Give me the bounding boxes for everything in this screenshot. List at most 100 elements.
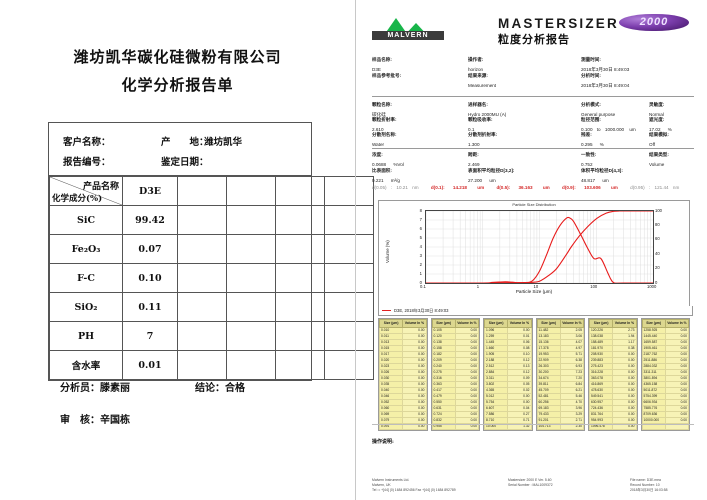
empty-cell bbox=[177, 205, 227, 235]
operator-label: 操作者: bbox=[468, 57, 484, 62]
col-header-size: Size (μm) bbox=[378, 319, 404, 328]
d43-field: 体积平均粒径D[4,3]: 48.817 um bbox=[581, 168, 623, 183]
percentile-line: d(0.05) : 10.21 nm d(0.1): 14.218 um d(0… bbox=[372, 185, 680, 190]
d05-unit: um bbox=[542, 185, 550, 190]
col-header-volume: Volume In % bbox=[402, 319, 427, 328]
table-row: SiO₂ 0.11 bbox=[49, 292, 374, 322]
diagonal-divider-icon bbox=[50, 177, 122, 205]
analyte-name: PH bbox=[49, 321, 123, 351]
obscuration-value: 17.02 bbox=[649, 127, 661, 132]
empty-cell bbox=[275, 292, 325, 322]
corner-cell: 产品名称 化学成分(%) bbox=[49, 176, 123, 206]
dispersant-name-field: 分散剂名称: Water bbox=[372, 132, 397, 147]
chart-ytick-right: 20 bbox=[655, 265, 660, 271]
d095-value: 121.44 bbox=[654, 185, 669, 190]
sample-name-label: 样品名称: bbox=[372, 57, 392, 62]
analysis-time-label: 分析时间: bbox=[581, 73, 601, 78]
obscuration-values: 17.02 % bbox=[649, 127, 672, 132]
analysis-model-label: 分析模式: bbox=[581, 102, 601, 107]
dispersant-ri-value: 1.300 bbox=[468, 142, 480, 147]
analyte-name: F-C bbox=[49, 263, 123, 293]
operation-note-label: 操作说明: bbox=[372, 439, 394, 445]
chart-curves bbox=[426, 211, 653, 283]
particle-ri-value: 2.610 bbox=[372, 127, 384, 132]
obscuration-field: 遮光度: 17.02 % bbox=[649, 117, 672, 132]
chart-ytick-left: 8 bbox=[419, 207, 422, 213]
chart-ytick-right: 0 bbox=[655, 279, 658, 285]
particle-absorption-label: 颗粒吸收率: bbox=[468, 117, 493, 122]
empty-cell bbox=[226, 350, 276, 380]
d32-unit: um bbox=[489, 178, 496, 183]
table-row: F-C 0.10 bbox=[49, 263, 374, 293]
empty-cell bbox=[324, 321, 374, 351]
sampler-field: 进样器名: Hydro 2000MU (A) bbox=[468, 102, 506, 117]
d005-value: 10.21 bbox=[396, 185, 408, 190]
measure-time-value: 2018年3月30日 8:49:03 bbox=[581, 67, 630, 72]
result-source-label: 结果来源: bbox=[468, 73, 488, 78]
analyst-signature: 分析员：滕素丽 bbox=[60, 383, 130, 394]
obscuration-label: 遮光度: bbox=[649, 117, 665, 122]
col-header-volume: Volume In % bbox=[559, 319, 585, 328]
analyte-name: Fe₂O₃ bbox=[49, 234, 123, 264]
table-row: 含水率 0.01 bbox=[49, 350, 374, 380]
d005-label: d(0.05) bbox=[372, 185, 387, 190]
footer-rule bbox=[372, 424, 694, 425]
obscuration-unit: % bbox=[667, 127, 672, 132]
data-table: Size (μm) Volume In % 0.105 0.00 0.120 0.00 0.… bbox=[430, 318, 480, 431]
empty-cell bbox=[177, 292, 227, 322]
table-row: SiC 99.42 bbox=[49, 205, 374, 235]
chart-ytick-right: 80 bbox=[655, 221, 660, 227]
d43-label: 体积平均粒径D[4,3]: bbox=[581, 168, 623, 173]
d32-values: 27.200 um bbox=[468, 178, 514, 183]
particle-name-field: 颗粒名称: 碳化硅 bbox=[372, 102, 392, 118]
chart-ylabel: Volume (%) bbox=[385, 240, 390, 263]
empty-cell bbox=[275, 205, 325, 235]
chemical-analysis-document: 潍坊凯华碳化硅微粉有限公司 化学分析报告单 客户名称： 产 地： 潍坊凯华 报告… bbox=[48, 48, 374, 426]
chart-ytick-right: 100 bbox=[655, 207, 662, 213]
d01-unit: um bbox=[477, 185, 485, 190]
empty-cell bbox=[177, 321, 227, 351]
operator-value: horizon bbox=[468, 67, 484, 72]
company-title: 潍坊凯华碳化硅微粉有限公司 bbox=[73, 48, 282, 66]
table-row: 1096.478 0.00 bbox=[588, 423, 637, 430]
d095-label: d(0.95) bbox=[630, 185, 645, 190]
report-title: 化学分析报告单 bbox=[121, 76, 234, 94]
result-source-field: 结果来源: Measurement bbox=[468, 73, 496, 88]
footer-center: Mastersizer 2000 E Ver. 5.60 Serial Numb… bbox=[508, 478, 553, 487]
d43-values: 48.817 um bbox=[581, 178, 623, 183]
page-divider bbox=[355, 0, 356, 500]
chart-xtick: 10 bbox=[533, 284, 539, 289]
d32-value: 27.200 bbox=[468, 178, 483, 183]
result-emulation-label: 结果模拟: bbox=[649, 132, 669, 137]
corner-top-label: 产品名称 bbox=[82, 182, 119, 192]
analyte-value: 0.10 bbox=[122, 263, 178, 293]
sensitivity-label: 灵敏度: bbox=[649, 102, 665, 107]
empty-cell bbox=[226, 176, 276, 206]
sensitivity-value: Normal bbox=[649, 112, 664, 117]
uniformity-label: 一致性: bbox=[581, 152, 597, 157]
analyte-name: SiC bbox=[49, 205, 123, 235]
chart-xtick: 1000 bbox=[647, 284, 657, 289]
sample-batch-field: 样品参考批号: bbox=[372, 73, 401, 83]
result-type-label: 结果类型: bbox=[649, 152, 669, 157]
model-badge: 2000 bbox=[619, 14, 689, 31]
empty-cell bbox=[226, 263, 276, 293]
chart-ytick-left: 6 bbox=[419, 225, 422, 231]
data-table: Size (μm) Volume In % 0.010 0.00 0.011 0.00 0.… bbox=[378, 318, 428, 431]
chart-xtick: 0.1 bbox=[420, 284, 426, 289]
analyte-value: 7 bbox=[122, 321, 178, 351]
customer-label: 客户名称： bbox=[63, 137, 111, 148]
concentration-value: 0.0688 bbox=[372, 162, 387, 167]
d43-unit: um bbox=[602, 178, 609, 183]
empty-cell bbox=[226, 205, 276, 235]
specific-surface-value: 0.221 bbox=[372, 178, 384, 183]
residual-field: 残差: 0.295 % bbox=[581, 132, 604, 147]
chart-plot-area bbox=[425, 210, 654, 284]
col-header-size: Size (μm) bbox=[483, 319, 509, 328]
concentration-values: 0.0688 %Vol bbox=[372, 162, 404, 167]
specific-surface-field: 比表面积: 0.221 m²/g bbox=[372, 168, 400, 183]
col-header-size: Size (μm) bbox=[431, 319, 456, 328]
uniformity-value: 0.752 bbox=[581, 162, 593, 167]
chart-ytick-left: 0 bbox=[419, 279, 422, 285]
span-label: 跨距: bbox=[468, 152, 479, 157]
